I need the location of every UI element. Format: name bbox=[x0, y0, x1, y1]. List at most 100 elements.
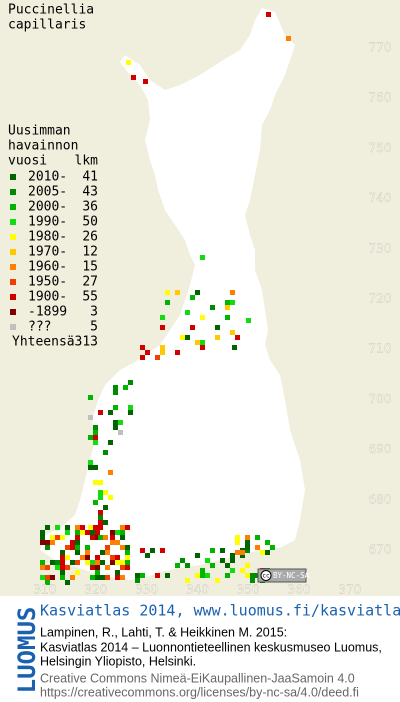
observation bbox=[120, 560, 125, 565]
grid-x-label: 340 bbox=[186, 583, 209, 597]
observation bbox=[145, 553, 150, 558]
observation bbox=[55, 525, 60, 530]
observation bbox=[205, 573, 210, 578]
observation bbox=[140, 573, 145, 578]
grid-x-label: 320 bbox=[84, 583, 107, 597]
observation bbox=[103, 450, 108, 455]
observation bbox=[65, 525, 70, 530]
observation bbox=[240, 553, 245, 558]
observation bbox=[108, 410, 113, 415]
legend-label: 1970- bbox=[28, 245, 67, 260]
observation bbox=[210, 305, 215, 310]
observation bbox=[210, 548, 215, 553]
grid-y-label: 670 bbox=[369, 543, 392, 557]
observation bbox=[95, 565, 100, 570]
observation bbox=[120, 530, 125, 535]
observation bbox=[265, 540, 270, 545]
observation bbox=[93, 465, 98, 470]
observation bbox=[135, 573, 140, 578]
observation bbox=[160, 315, 165, 320]
observation bbox=[93, 525, 98, 530]
observation bbox=[125, 550, 130, 555]
observation bbox=[145, 350, 150, 355]
observation bbox=[88, 460, 93, 465]
license: Creative Commons Nimeä-EiKaupallinen-Jaa… bbox=[40, 671, 355, 685]
observation bbox=[75, 570, 80, 575]
observation bbox=[90, 530, 95, 535]
observation bbox=[103, 535, 108, 540]
observation bbox=[250, 578, 255, 583]
observation bbox=[103, 505, 108, 510]
legend-label: 1960- bbox=[28, 260, 67, 275]
observation bbox=[175, 350, 180, 355]
observation bbox=[265, 550, 270, 555]
legend-swatch bbox=[10, 294, 16, 300]
observation bbox=[240, 550, 245, 555]
observation bbox=[115, 575, 120, 580]
observation bbox=[93, 440, 98, 445]
observation bbox=[60, 575, 65, 580]
observation bbox=[98, 520, 103, 525]
observation bbox=[75, 560, 80, 565]
observation bbox=[93, 435, 98, 440]
observation bbox=[195, 573, 200, 578]
observation bbox=[80, 525, 85, 530]
observation bbox=[70, 560, 75, 565]
observation bbox=[98, 525, 103, 530]
observation bbox=[200, 573, 205, 578]
observation bbox=[100, 560, 105, 565]
observation bbox=[110, 540, 115, 545]
observation bbox=[246, 318, 251, 323]
observation bbox=[115, 530, 120, 535]
observation bbox=[180, 558, 185, 563]
observation bbox=[95, 535, 100, 540]
observation bbox=[98, 410, 103, 415]
observation bbox=[235, 540, 240, 545]
observation bbox=[113, 385, 118, 390]
total-value: 313 bbox=[75, 335, 98, 350]
observation bbox=[45, 540, 50, 545]
observation bbox=[235, 335, 240, 340]
observation bbox=[50, 540, 55, 545]
observation bbox=[60, 560, 65, 565]
observation bbox=[225, 563, 230, 568]
legend-count: 26 bbox=[82, 230, 98, 245]
legend-count: 41 bbox=[82, 170, 98, 185]
observation bbox=[150, 548, 155, 553]
observation bbox=[230, 290, 235, 295]
observation bbox=[195, 553, 200, 558]
observation bbox=[118, 430, 123, 435]
observation bbox=[235, 535, 240, 540]
grid-y-label: 740 bbox=[369, 191, 392, 205]
observation bbox=[100, 575, 105, 580]
observation bbox=[195, 340, 200, 345]
legend-header: Uusimman bbox=[8, 124, 71, 139]
observation bbox=[98, 510, 103, 515]
observation bbox=[60, 535, 65, 540]
observation bbox=[140, 355, 145, 360]
observation bbox=[230, 330, 235, 335]
observation bbox=[75, 545, 80, 550]
observation bbox=[255, 535, 260, 540]
observation bbox=[115, 560, 120, 565]
observation bbox=[115, 570, 120, 575]
observation bbox=[235, 550, 240, 555]
observation bbox=[185, 578, 190, 583]
legend-swatch bbox=[10, 234, 16, 240]
observation bbox=[65, 545, 70, 550]
observation bbox=[255, 545, 260, 550]
grid-y-label: 760 bbox=[369, 91, 392, 105]
legend-label: 1900- bbox=[28, 290, 67, 305]
observation bbox=[120, 545, 125, 550]
observation bbox=[80, 555, 85, 560]
citation: Helsingin Yliopisto, Helsinki. bbox=[40, 654, 196, 668]
observation bbox=[80, 530, 85, 535]
observations bbox=[40, 12, 291, 585]
legend-count: 43 bbox=[82, 185, 98, 200]
citation: Kasviatlas 2014 – Luonnontieteellinen ke… bbox=[40, 640, 382, 654]
observation bbox=[160, 325, 165, 330]
observation bbox=[108, 495, 113, 500]
observation bbox=[40, 530, 45, 535]
observation bbox=[200, 340, 205, 345]
observation bbox=[95, 530, 100, 535]
